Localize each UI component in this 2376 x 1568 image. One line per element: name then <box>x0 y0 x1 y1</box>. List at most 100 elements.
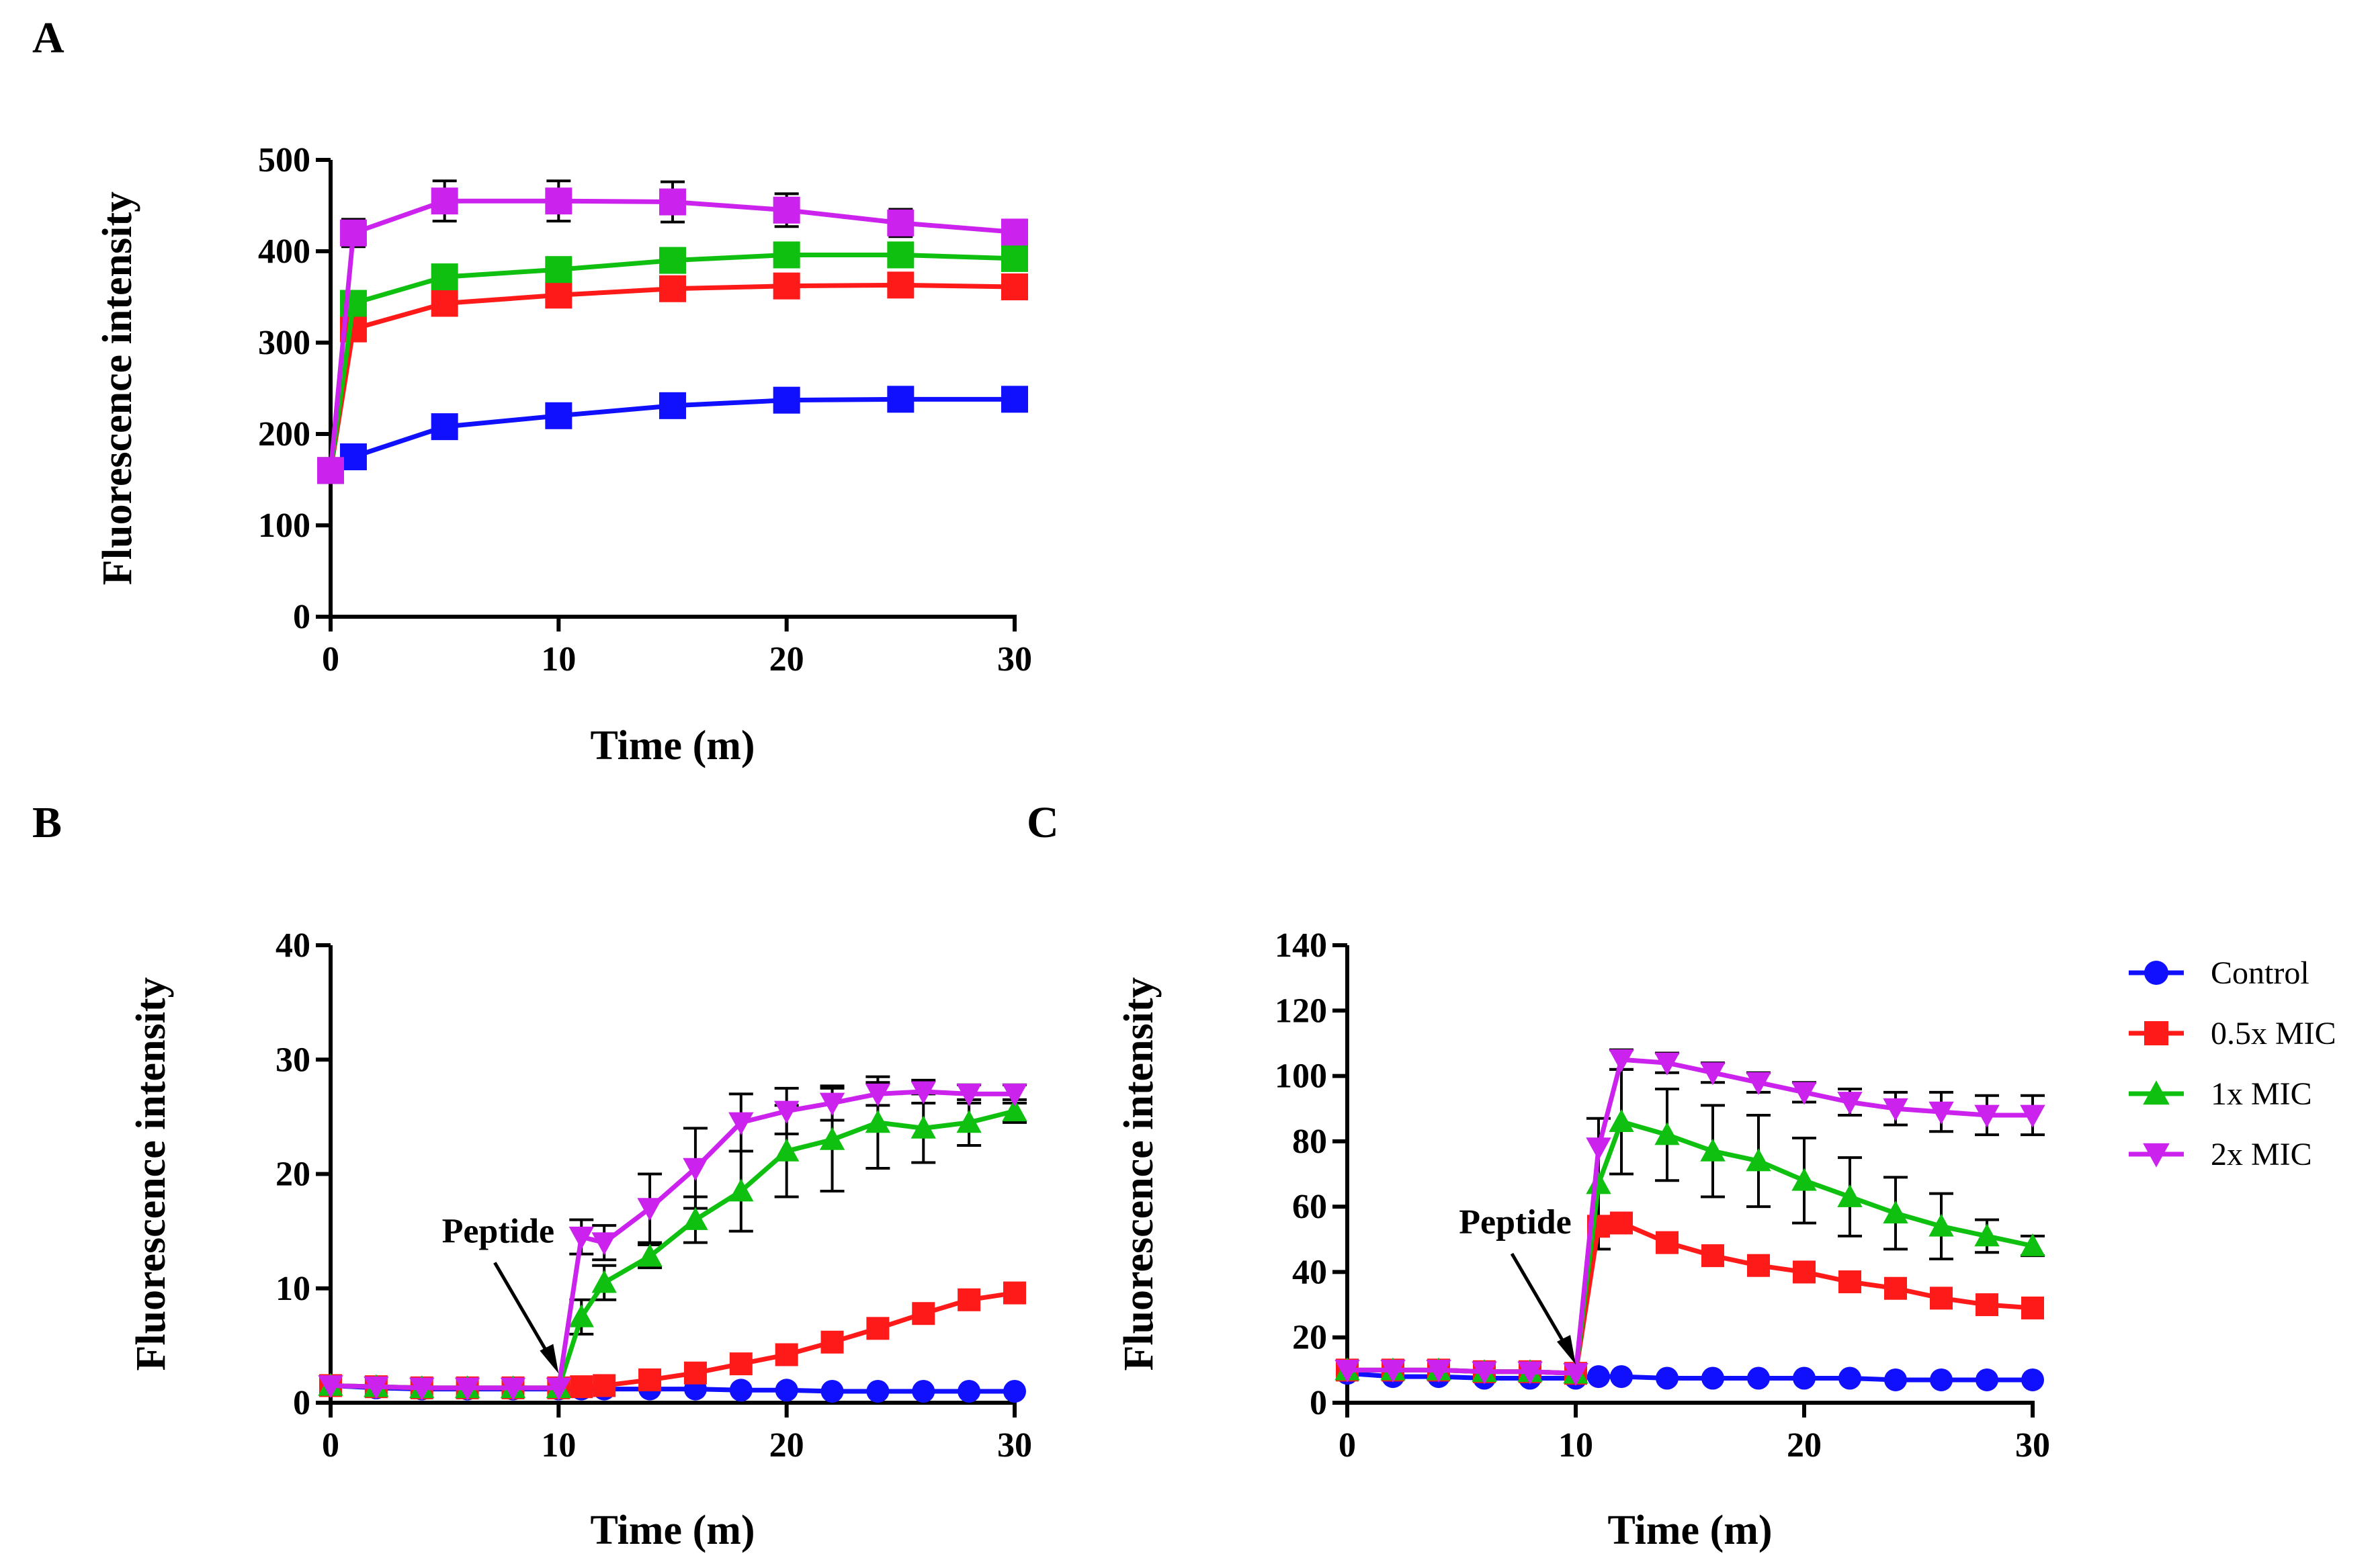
data-point-0-5x-mic <box>775 1343 798 1366</box>
data-point-0-5x-mic <box>1930 1287 1953 1310</box>
data-point-control <box>1701 1366 1724 1390</box>
x-tick-label: 20 <box>769 640 804 679</box>
x-axis-title: Time (m) <box>590 723 755 769</box>
legend-marker-2x-mic <box>2143 1143 2170 1168</box>
y-tick-label: 100 <box>1275 1057 1327 1096</box>
data-point-0-5x-mic <box>2021 1296 2044 1319</box>
panel-letter-c: C <box>1027 798 1059 847</box>
data-point-0-5x-mic <box>912 1302 935 1325</box>
y-tick-label: 0 <box>293 1384 310 1422</box>
data-point-2x-mic <box>2020 1104 2045 1128</box>
data-point-2x-mic <box>1001 218 1028 246</box>
data-point-2x-mic <box>865 1084 891 1107</box>
data-point-2x-mic <box>1974 1104 2000 1128</box>
legend: Control 0.5x MIC 1x MIC 2x MIC <box>2129 955 2336 1172</box>
data-point-control <box>1747 1366 1770 1390</box>
series-line-0-5x-mic <box>328 282 1015 471</box>
data-point-control <box>866 1379 890 1403</box>
legend-marker-1x-mic <box>2143 1080 2170 1105</box>
data-point-control <box>912 1379 935 1403</box>
x-axis-title: Time (m) <box>590 1508 755 1553</box>
legend-marker-control <box>2144 961 2168 985</box>
data-point-0-5x-mic <box>638 1368 662 1391</box>
data-point-2x-mic <box>1883 1098 1908 1121</box>
y-tick-label: 500 <box>258 141 310 179</box>
x-tick-label: 30 <box>997 640 1032 679</box>
x-tick-label: 10 <box>541 640 576 679</box>
x-tick-label: 0 <box>322 640 339 679</box>
data-point-2x-mic <box>1700 1062 1726 1086</box>
x-tick-label: 0 <box>322 1426 339 1465</box>
data-point-2x-mic <box>1472 1361 1497 1385</box>
x-axis-title: Time (m) <box>1607 1508 1772 1553</box>
legend-label-0-5x-mic: 0.5x MIC <box>2211 1016 2336 1051</box>
data-point-2x-mic <box>1517 1361 1543 1385</box>
data-point-2x-mic <box>568 1226 594 1250</box>
data-point-0-5x-mic <box>683 1361 707 1385</box>
data-point-control <box>958 1379 981 1403</box>
data-point-1x-mic <box>1654 1122 1680 1145</box>
data-point-0-5x-mic <box>570 1375 593 1399</box>
x-tick-label: 20 <box>1787 1426 1822 1465</box>
data-point-1x-mic <box>773 241 800 269</box>
data-point-2x-mic <box>1837 1092 1863 1115</box>
data-point-1x-mic <box>956 1110 982 1133</box>
data-point-0-5x-mic <box>593 1374 616 1397</box>
data-point-2x-mic <box>317 457 344 484</box>
data-point-control <box>1930 1368 1953 1391</box>
data-point-2x-mic <box>500 1377 526 1401</box>
data-point-1x-mic <box>728 1178 754 1202</box>
legend-label-control: Control <box>2211 955 2309 991</box>
data-point-0-5x-mic <box>431 290 458 317</box>
data-point-1x-mic <box>1001 245 1028 272</box>
y-tick-label: 200 <box>258 415 310 453</box>
series-line-1x-mic <box>328 252 1015 471</box>
y-tick-label: 60 <box>1292 1188 1327 1226</box>
data-point-2x-mic <box>1380 1360 1406 1383</box>
data-point-2x-mic <box>659 188 686 216</box>
data-point-1x-mic <box>865 1110 891 1133</box>
data-point-2x-mic <box>339 219 367 247</box>
data-point-control <box>1610 1365 1633 1389</box>
y-tick-label: 0 <box>293 598 310 636</box>
data-point-1x-mic <box>1002 1098 1027 1122</box>
data-point-2x-mic <box>431 187 458 215</box>
y-tick-label: 80 <box>1292 1123 1327 1161</box>
peptide-label: Peptide <box>1459 1203 1572 1242</box>
series-line-2x-mic <box>328 198 1015 471</box>
data-point-0-5x-mic <box>1747 1254 1770 1277</box>
x-tick-label: 30 <box>2015 1426 2050 1465</box>
x-tick-label: 10 <box>1558 1426 1593 1465</box>
data-point-0-5x-mic <box>773 272 800 300</box>
data-point-2x-mic <box>637 1198 663 1221</box>
data-point-1x-mic <box>683 1207 708 1230</box>
data-point-2x-mic <box>1334 1360 1360 1383</box>
data-point-control <box>659 392 686 419</box>
y-tick-label: 10 <box>275 1270 310 1308</box>
data-point-2x-mic <box>1426 1360 1451 1383</box>
y-tick-label: 140 <box>1275 926 1327 965</box>
data-point-2x-mic <box>728 1112 754 1135</box>
legend-marker-0-5x-mic <box>2144 1021 2168 1045</box>
data-point-0-5x-mic <box>659 275 686 302</box>
x-tick-label: 20 <box>769 1426 804 1465</box>
data-point-1x-mic <box>545 256 572 284</box>
data-point-2x-mic <box>454 1377 480 1401</box>
x-tick-label: 30 <box>997 1426 1032 1465</box>
data-point-1x-mic <box>568 1304 594 1327</box>
data-point-control <box>431 413 458 441</box>
data-point-control <box>1003 1379 1026 1403</box>
data-point-0-5x-mic <box>1001 273 1028 301</box>
y-tick-label: 20 <box>1292 1319 1327 1357</box>
data-point-control <box>339 443 367 470</box>
y-axis-title: Fluorescence intensity <box>1116 977 1162 1370</box>
data-point-2x-mic <box>1746 1072 1771 1095</box>
data-point-1x-mic <box>1609 1108 1634 1132</box>
peptide-label: Peptide <box>442 1212 555 1250</box>
data-point-control <box>887 386 915 413</box>
data-point-1x-mic <box>910 1115 936 1139</box>
data-point-2x-mic <box>910 1081 936 1104</box>
chart-b: 0 10 20 30 40 0 10 20 30 Time (m) Fluorescence int… <box>128 926 1032 1553</box>
data-point-2x-mic <box>545 187 572 215</box>
chart-a: 0 100 200 300 400 500 0 10 20 30 Time (m) Fluoresce… <box>95 141 1032 769</box>
